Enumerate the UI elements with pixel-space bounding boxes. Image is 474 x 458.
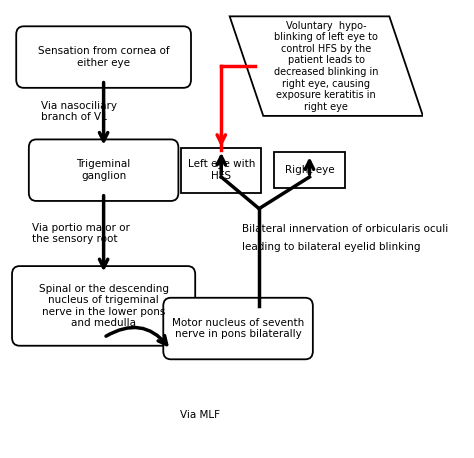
Text: leading to bilateral eyelid blinking: leading to bilateral eyelid blinking: [242, 242, 421, 252]
Polygon shape: [230, 16, 423, 116]
Text: Voluntary  hypo-
blinking of left eye to
control HFS by the
patient leads to
dec: Voluntary hypo- blinking of left eye to …: [274, 21, 379, 112]
Text: Via MLF: Via MLF: [180, 409, 220, 420]
Text: Motor nucleus of seventh
nerve in pons bilaterally: Motor nucleus of seventh nerve in pons b…: [172, 318, 304, 339]
Text: Sensation from cornea of
either eye: Sensation from cornea of either eye: [38, 46, 169, 68]
FancyBboxPatch shape: [29, 139, 178, 201]
Text: Right eye: Right eye: [285, 165, 334, 175]
FancyBboxPatch shape: [163, 298, 313, 360]
FancyBboxPatch shape: [182, 147, 261, 193]
Text: Via nasociliary
branch of V1: Via nasociliary branch of V1: [41, 101, 117, 122]
Text: Spinal or the descending
nucleus of trigeminal
nerve in the lower pons
and medul: Spinal or the descending nucleus of trig…: [38, 284, 169, 328]
Text: Trigeminal
ganglion: Trigeminal ganglion: [76, 159, 131, 181]
Text: Bilateral innervation of orbicularis oculi: Bilateral innervation of orbicularis ocu…: [242, 224, 448, 234]
FancyBboxPatch shape: [12, 266, 195, 346]
FancyBboxPatch shape: [16, 26, 191, 88]
Text: Via portio major or
the sensory root: Via portio major or the sensory root: [32, 223, 130, 244]
FancyBboxPatch shape: [274, 152, 345, 188]
Text: Left eye with
HFS: Left eye with HFS: [188, 159, 255, 181]
